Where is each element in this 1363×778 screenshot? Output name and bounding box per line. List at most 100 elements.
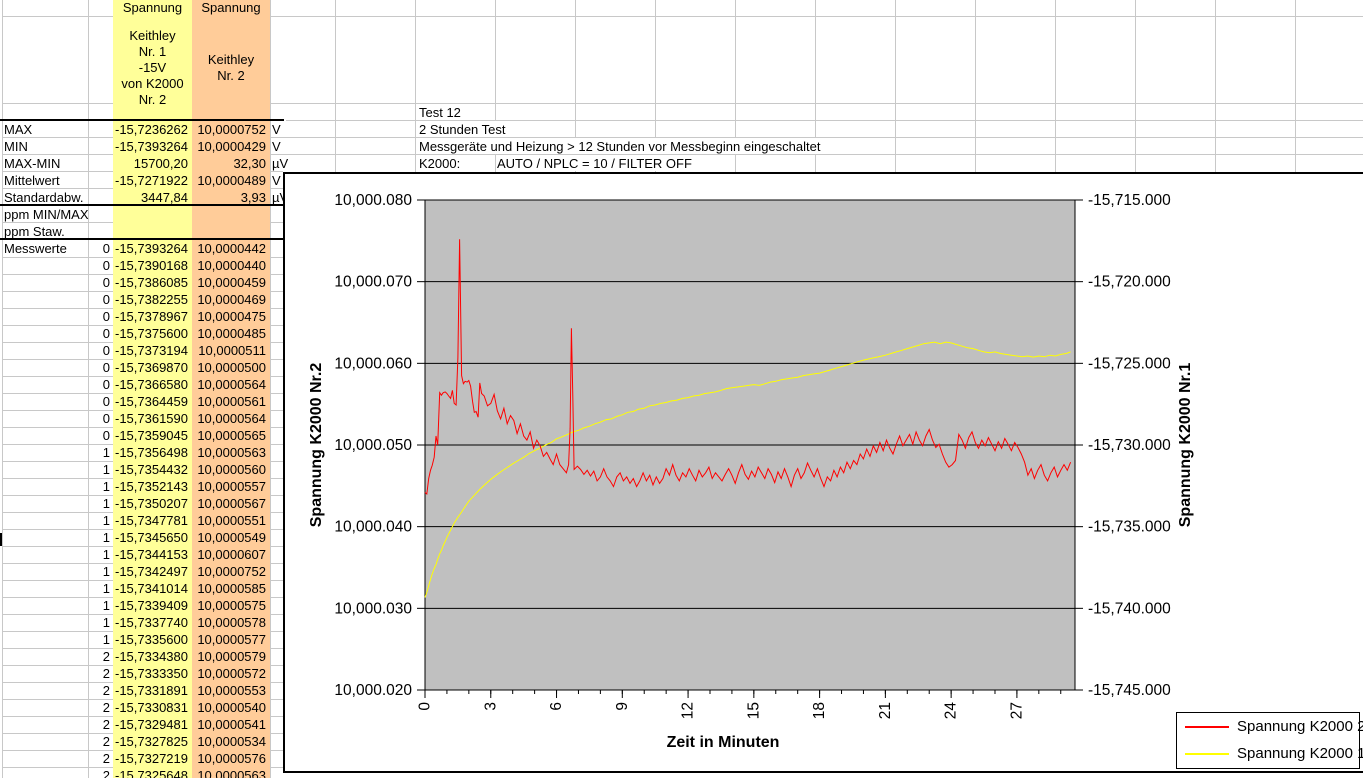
measure-value-nr1[interactable]: -15,7373194 (114, 343, 188, 358)
series-line-red[interactable] (424, 239, 1072, 496)
measure-value-nr2[interactable]: 10,0000549 (197, 530, 266, 545)
col-d-title-cell[interactable]: Spannung (201, 0, 261, 15)
measure-value-nr1[interactable]: -15,7356498 (114, 445, 188, 460)
measure-value-nr2[interactable]: 10,0000563 (197, 768, 266, 778)
stats-value-nr2[interactable]: 10,0000489 (197, 173, 266, 188)
stats-value-nr1[interactable]: 15700,20 (133, 156, 188, 171)
stats-row-label[interactable]: MIN (4, 139, 28, 154)
measure-value-nr2[interactable]: 10,0000557 (197, 479, 266, 494)
measure-minute[interactable]: 0 (102, 241, 110, 256)
measure-minute[interactable]: 1 (102, 547, 110, 562)
stats-unit[interactable]: µV (272, 156, 289, 171)
measure-minute[interactable]: 2 (102, 700, 110, 715)
measure-value-nr1[interactable]: -15,7344153 (114, 547, 188, 562)
measure-value-nr2[interactable]: 10,0000459 (197, 275, 266, 290)
measure-minute[interactable]: 1 (102, 513, 110, 528)
measure-value-nr1[interactable]: -15,7329481 (114, 717, 188, 732)
measure-value-nr1[interactable]: -15,7330831 (114, 700, 188, 715)
measure-value-nr1[interactable]: -15,7327219 (114, 751, 188, 766)
measure-minute[interactable]: 0 (102, 394, 110, 409)
measure-value-nr2[interactable]: 10,0000475 (197, 309, 266, 324)
measure-value-nr1[interactable]: -15,7337740 (114, 615, 188, 630)
measure-value-nr1[interactable]: -15,7393264 (114, 241, 188, 256)
measure-minute[interactable]: 1 (102, 632, 110, 647)
measure-value-nr1[interactable]: -15,7382255 (114, 292, 188, 307)
measure-minute[interactable]: 2 (102, 666, 110, 681)
measure-minute[interactable]: 0 (102, 343, 110, 358)
measure-value-nr1[interactable]: -15,7331891 (114, 683, 188, 698)
measure-value-nr1[interactable]: -15,7366580 (114, 377, 188, 392)
measure-value-nr1[interactable]: -15,7327825 (114, 734, 188, 749)
measure-value-nr1[interactable]: -15,7347781 (114, 513, 188, 528)
measure-value-nr2[interactable]: 10,0000440 (197, 258, 266, 273)
measure-minute[interactable]: 0 (102, 411, 110, 426)
measure-label[interactable]: Messwerte (4, 241, 67, 256)
measure-value-nr1[interactable]: -15,7341014 (114, 581, 188, 596)
measure-value-nr2[interactable]: 10,0000551 (197, 513, 266, 528)
measure-value-nr2[interactable]: 10,0000534 (197, 734, 266, 749)
note-k2000-label-cell[interactable]: K2000: (419, 155, 466, 171)
note-line3-cell[interactable]: Messgeräte und Heizung > 12 Stunden vor … (419, 138, 826, 154)
left-axis-title[interactable]: Spannung K2000 Nr.2 (308, 362, 325, 528)
measure-value-nr1[interactable]: -15,7325648 (114, 768, 188, 778)
measure-value-nr1[interactable]: -15,7386085 (114, 275, 188, 290)
measure-value-nr1[interactable]: -15,7369870 (114, 360, 188, 375)
stats-value-nr1[interactable]: -15,7393264 (114, 139, 188, 154)
measure-minute[interactable]: 1 (102, 581, 110, 596)
measure-value-nr1[interactable]: -15,7390168 (114, 258, 188, 273)
stats-value-nr1[interactable]: 3447,84 (141, 190, 188, 205)
measure-value-nr2[interactable]: 10,0000579 (197, 649, 266, 664)
measure-value-nr2[interactable]: 10,0000485 (197, 326, 266, 341)
stats-row-label[interactable]: MAX-MIN (4, 156, 61, 171)
stats-value-nr2[interactable]: 3,93 (240, 190, 266, 205)
note-title-cell[interactable]: Test 12 (419, 104, 466, 120)
measure-minute[interactable]: 1 (102, 564, 110, 579)
note-line2-cell[interactable]: 2 Stunden Test (419, 121, 511, 137)
measure-value-nr2[interactable]: 10,0000553 (197, 683, 266, 698)
stats-row-label[interactable]: Standardabw. (4, 190, 84, 205)
measure-value-nr1[interactable]: -15,7335600 (114, 632, 188, 647)
legend-item[interactable]: Spannung K2000 2 (1177, 713, 1363, 740)
measure-minute[interactable]: 1 (102, 530, 110, 545)
col-c-header-cell[interactable]: Keithley Nr. 1 -15V von K2000 Nr. 2 (121, 28, 184, 107)
measure-value-nr2[interactable]: 10,0000500 (197, 360, 266, 375)
measure-value-nr1[interactable]: -15,7378967 (114, 309, 188, 324)
stats-value-nr2[interactable]: 32,30 (233, 156, 266, 171)
measure-minute[interactable]: 1 (102, 445, 110, 460)
measure-value-nr1[interactable]: -15,7354432 (114, 462, 188, 477)
measure-minute[interactable]: 1 (102, 598, 110, 613)
stats-row-label[interactable]: ppm Staw. (4, 224, 65, 239)
measure-minute[interactable]: 0 (102, 428, 110, 443)
measure-value-nr2[interactable]: 10,0000752 (197, 564, 266, 579)
measure-value-nr1[interactable]: -15,7345650 (114, 530, 188, 545)
note-k2000-settings-cell[interactable]: AUTO / NPLC = 10 / FILTER OFF (497, 155, 697, 171)
stats-row-label[interactable]: MAX (4, 122, 33, 137)
measure-value-nr1[interactable]: -15,7359045 (114, 428, 188, 443)
measure-minute[interactable]: 2 (102, 751, 110, 766)
measure-minute[interactable]: 1 (102, 496, 110, 511)
measure-value-nr2[interactable]: 10,0000540 (197, 700, 266, 715)
legend-item[interactable]: Spannung K2000 1 (1177, 740, 1363, 767)
measure-minute[interactable]: 2 (102, 717, 110, 732)
stats-unit[interactable]: V (272, 139, 281, 154)
measure-value-nr1[interactable]: -15,7342497 (114, 564, 188, 579)
measure-value-nr2[interactable]: 10,0000560 (197, 462, 266, 477)
measure-value-nr2[interactable]: 10,0000577 (197, 632, 266, 647)
x-axis-title[interactable]: Zeit in Minuten (666, 734, 780, 751)
series-line-yellow[interactable] (424, 341, 1071, 598)
measure-value-nr2[interactable]: 10,0000564 (197, 411, 266, 426)
measure-value-nr2[interactable]: 10,0000576 (197, 751, 266, 766)
stats-value-nr1[interactable]: -15,7271922 (114, 173, 188, 188)
measure-minute[interactable]: 0 (102, 275, 110, 290)
measure-minute[interactable]: 0 (102, 258, 110, 273)
col-c-title-cell[interactable]: Spannung (122, 0, 183, 15)
measure-value-nr2[interactable]: 10,0000563 (197, 445, 266, 460)
measure-value-nr1[interactable]: -15,7339409 (114, 598, 188, 613)
right-axis-title[interactable]: Spannung K2000 Nr.1 (1177, 362, 1194, 528)
measure-value-nr2[interactable]: 10,0000511 (198, 343, 266, 358)
measure-minute[interactable]: 0 (102, 377, 110, 392)
chart-legend[interactable]: Spannung K2000 2 Spannung K2000 1 (1176, 712, 1363, 769)
measure-value-nr1[interactable]: -15,7350207 (114, 496, 188, 511)
measure-minute[interactable]: 1 (102, 615, 110, 630)
measure-minute[interactable]: 2 (102, 649, 110, 664)
